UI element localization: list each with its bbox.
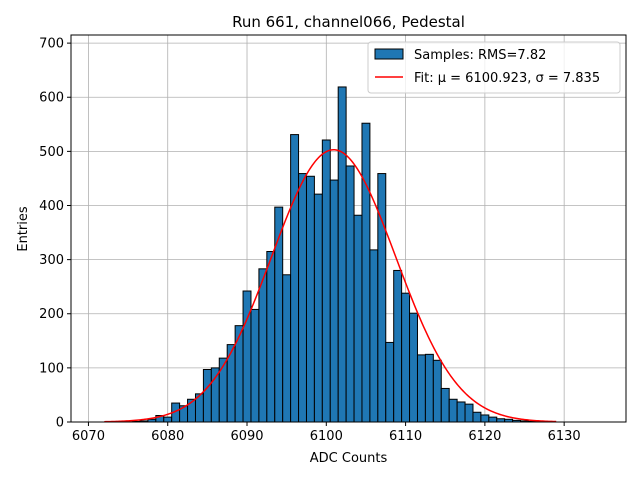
histogram-bar [480, 414, 490, 423]
plot-frame [70, 34, 627, 423]
fit-curve [104, 148, 557, 423]
histogram-bar [424, 353, 434, 423]
x-axis-label: ADC Counts [310, 451, 388, 466]
histogram-bar [298, 173, 307, 423]
histogram-bar [361, 122, 371, 423]
x-tick-label: 6130 [548, 429, 581, 444]
y-axis-ticks: 0 100 200 300 400 500 600 700 [39, 37, 71, 431]
histogram-bar [250, 308, 260, 423]
histogram-bar [377, 173, 387, 423]
y-tick-label: 100 [39, 361, 64, 376]
x-axis-ticks: 6070 6080 6090 6100 6110 6120 6130 [72, 422, 581, 444]
histogram-bar [432, 359, 442, 423]
y-tick-label: 200 [39, 307, 64, 322]
histogram-bar [448, 398, 458, 423]
histogram-bar [353, 214, 363, 423]
x-tick-label: 6110 [389, 429, 422, 444]
histogram-bar [305, 175, 315, 423]
histogram-bar [290, 134, 300, 423]
histogram-bar [321, 139, 331, 423]
x-tick-label: 6120 [468, 429, 501, 444]
chart-title: Run 661, channel066, Pedestal [232, 13, 465, 31]
histogram-bar [218, 357, 228, 423]
histogram-bars [131, 86, 537, 423]
legend-box [367, 41, 621, 94]
y-tick-label: 600 [39, 91, 64, 106]
histogram-bar [345, 165, 355, 423]
histogram-bar [313, 193, 323, 423]
legend-fit-label: Fit: μ = 6100.923, σ = 7.835 [414, 71, 600, 86]
histogram-bar [337, 86, 347, 423]
histogram-bar [163, 416, 173, 423]
histogram-bar [210, 367, 220, 423]
histogram-bar [488, 416, 498, 423]
x-tick-label: 6080 [151, 429, 184, 444]
histogram-bar [464, 403, 474, 423]
histogram-bar [456, 401, 466, 423]
y-tick-label: 300 [39, 253, 64, 268]
histogram-bar [393, 269, 403, 423]
x-tick-label: 6100 [310, 429, 343, 444]
legend: Samples: RMS=7.82 Fit: μ = 6100.923, σ =… [367, 41, 621, 94]
legend-samples-label: Samples: RMS=7.82 [414, 48, 546, 63]
y-tick-label: 700 [39, 37, 64, 52]
x-tick-label: 6070 [72, 429, 105, 444]
grid [71, 35, 626, 423]
legend-samples-patch [374, 48, 404, 60]
histogram-bar [416, 354, 426, 423]
histogram-bar [329, 179, 339, 423]
histogram-bar [385, 341, 395, 423]
histogram-bar [202, 368, 212, 423]
histogram-bar [258, 268, 268, 423]
histogram-bar [401, 292, 411, 423]
histogram-bar [409, 312, 418, 423]
histogram-bar [369, 249, 379, 423]
y-axis-label: Entries [16, 206, 31, 252]
x-tick-label: 6090 [230, 429, 263, 444]
y-tick-label: 0 [56, 416, 64, 431]
histogram-bar [440, 387, 450, 423]
histogram-bar [282, 274, 292, 423]
histogram-bar [266, 251, 276, 423]
y-tick-label: 400 [39, 199, 64, 214]
histogram-bar [234, 325, 244, 423]
y-tick-label: 500 [39, 145, 64, 160]
histogram-bar [472, 411, 482, 423]
